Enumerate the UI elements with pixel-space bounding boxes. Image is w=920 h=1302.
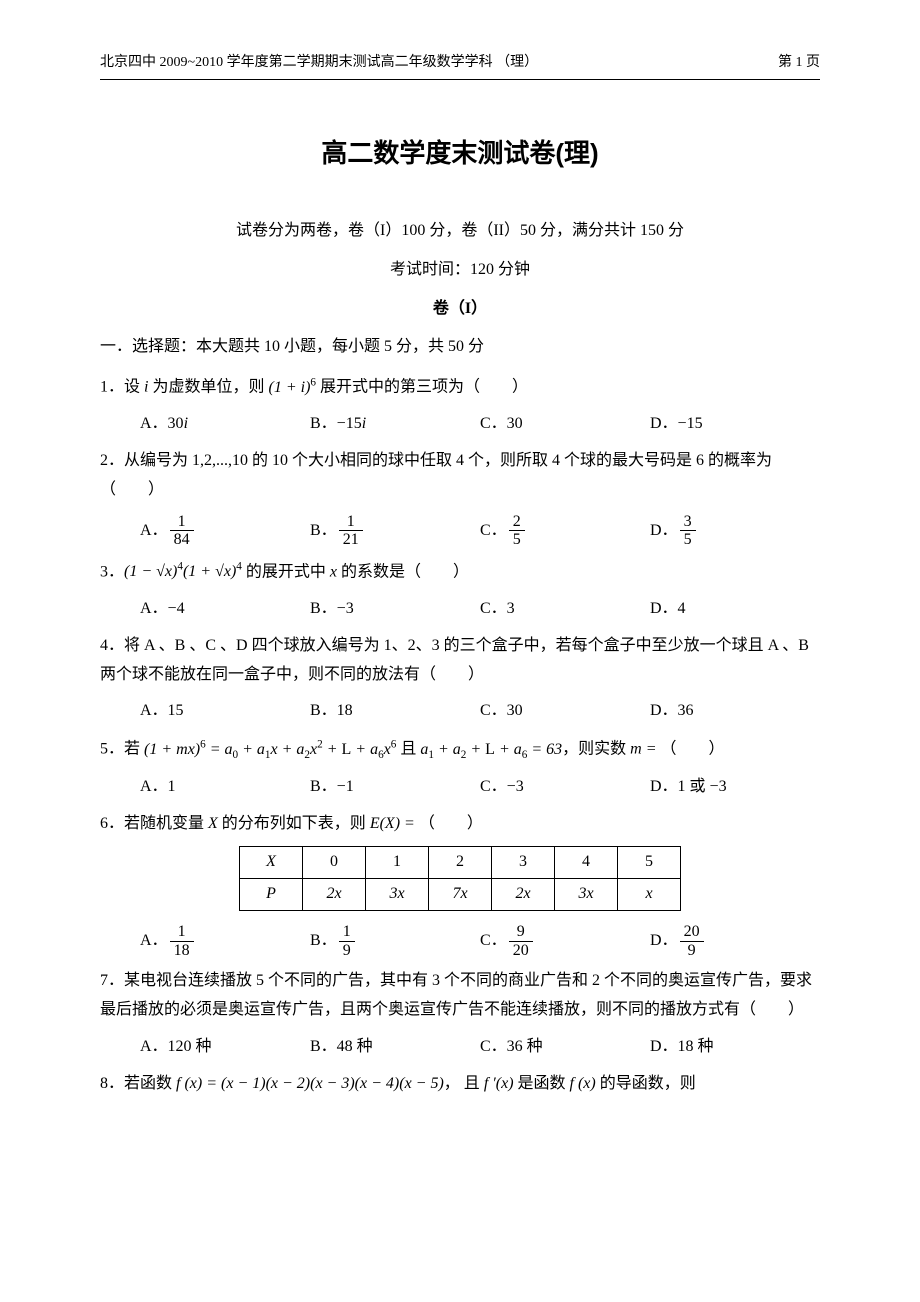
q4-opt-b: B．18 xyxy=(310,697,480,726)
q5-text-mid: 且 xyxy=(396,741,420,758)
q1-text-before: 1．设 xyxy=(100,379,144,396)
q1-text-after: 展开式中的第三项为（ ） xyxy=(316,379,528,396)
q7-opt-b: B．48 种 xyxy=(310,1033,480,1062)
q2-opt-a: A．184 xyxy=(140,513,310,549)
q3-opt-d: D．4 xyxy=(650,595,820,624)
section-1-heading: 一．选择题：本大题共 10 小题，每小题 5 分，共 50 分 xyxy=(100,333,820,362)
q5-expr2: a1 + a2 + L + a6 = 63 xyxy=(420,741,562,758)
question-7: 7．某电视台连续播放 5 个不同的广告，其中有 3 个不同的商业广告和 2 个不… xyxy=(100,967,820,1025)
q4-options: A．15 B．18 C．30 D．36 xyxy=(100,697,820,726)
q5-text-after: ，则实数 xyxy=(562,741,630,758)
paper-part-label: 卷（I） xyxy=(100,295,820,324)
q5-opt-d: D．1 或 −3 xyxy=(650,773,820,802)
q6-opt-c: C．920 xyxy=(480,923,650,959)
q4-opt-d: D．36 xyxy=(650,697,820,726)
q7-opt-c: C．36 种 xyxy=(480,1033,650,1062)
q4-opt-a: A．15 xyxy=(140,697,310,726)
q2-opt-b: B．121 xyxy=(310,513,480,549)
q6-text-before: 6．若随机变量 xyxy=(100,815,208,832)
q5-text-before: 5．若 xyxy=(100,741,144,758)
q6-table-row-x: X 0 1 2 3 4 5 xyxy=(240,847,681,879)
q5-opt-c: C．−3 xyxy=(480,773,650,802)
q7-options: A．120 种 B．48 种 C．36 种 D．18 种 xyxy=(100,1033,820,1062)
q3-opt-b: B．−3 xyxy=(310,595,480,624)
q1-options: A．30i B．−15i C．30 D．−15 xyxy=(100,410,820,439)
q1-opt-b: B．−15i xyxy=(310,410,480,439)
q7-opt-d: D．18 种 xyxy=(650,1033,820,1062)
q6-table: X 0 1 2 3 4 5 P 2x 3x 7x 2x 3x x xyxy=(239,846,681,911)
q2-options: A．184 B．121 C．25 D．35 xyxy=(100,513,820,549)
question-3: 3．(1 − √x)4(1 + √x)4 的展开式中 x 的系数是（ ） xyxy=(100,557,820,587)
q8-text-after: 是函数 xyxy=(514,1075,570,1092)
q1-opt-a: A．30i xyxy=(140,410,310,439)
exam-subtitle: 试卷分为两卷，卷（I）100 分，卷（II）50 分，满分共计 150 分 xyxy=(100,217,820,246)
q5-opt-a: A．1 xyxy=(140,773,310,802)
page-header: 北京四中 2009~2010 学年度第二学期期末测试高二年级数学学科 （理） 第… xyxy=(100,50,820,80)
q6-opt-d: D．209 xyxy=(650,923,820,959)
q6-options: A．118 B．19 C．920 D．209 xyxy=(100,923,820,959)
q8-fx: f (x) xyxy=(570,1075,596,1092)
question-4: 4．将 A 、B 、C 、D 四个球放入编号为 1、2、3 的三个盒子中，若每个… xyxy=(100,632,820,690)
q6-opt-a: A．118 xyxy=(140,923,310,959)
q8-text-before: 8．若函数 xyxy=(100,1075,176,1092)
q4-opt-c: C．30 xyxy=(480,697,650,726)
q3-text-after: 的展开式中 xyxy=(242,563,330,580)
q6-opt-b: B．19 xyxy=(310,923,480,959)
q5-text-end: （ ） xyxy=(661,741,725,758)
q3-opt-a: A．−4 xyxy=(140,595,310,624)
q1-expr: (1 + i)6 xyxy=(268,379,316,396)
header-right: 第 1 页 xyxy=(778,50,820,75)
q3-expr: (1 − √x)4(1 + √x)4 xyxy=(124,563,242,580)
question-6: 6．若随机变量 X 的分布列如下表，则 E(X) = （ ） xyxy=(100,810,820,839)
q1-opt-d: D．−15 xyxy=(650,410,820,439)
exam-time: 考试时间：120 分钟 xyxy=(100,256,820,285)
q3-options: A．−4 B．−3 C．3 D．4 xyxy=(100,595,820,624)
q8-text-mid: ， 且 xyxy=(444,1075,484,1092)
q6-text-after: 的分布列如下表，则 xyxy=(218,815,370,832)
exam-page: 北京四中 2009~2010 学年度第二学期期末测试高二年级数学学科 （理） 第… xyxy=(0,0,920,1166)
q5-opt-b: B．−1 xyxy=(310,773,480,802)
question-8: 8．若函数 f (x) = (x − 1)(x − 2)(x − 3)(x − … xyxy=(100,1070,820,1099)
q3-text-before: 3． xyxy=(100,563,124,580)
exam-title: 高二数学度末测试卷(理) xyxy=(100,130,820,177)
q8-expr1: f (x) = (x − 1)(x − 2)(x − 3)(x − 4)(x −… xyxy=(176,1075,444,1092)
q8-text-end: 的导函数，则 xyxy=(596,1075,696,1092)
q8-fprime: f ′(x) xyxy=(484,1075,514,1092)
question-2: 2．从编号为 1,2,...,10 的 10 个大小相同的球中任取 4 个，则所… xyxy=(100,447,820,505)
q2-opt-d: D．35 xyxy=(650,513,820,549)
header-left: 北京四中 2009~2010 学年度第二学期期末测试高二年级数学学科 （理） xyxy=(100,50,538,75)
q5-options: A．1 B．−1 C．−3 D．1 或 −3 xyxy=(100,773,820,802)
q6-table-row-p: P 2x 3x 7x 2x 3x x xyxy=(240,879,681,911)
q3-opt-c: C．3 xyxy=(480,595,650,624)
question-1: 1．设 i 为虚数单位，则 (1 + i)6 展开式中的第三项为（ ） xyxy=(100,372,820,402)
q1-text-mid: 为虚数单位，则 xyxy=(148,379,268,396)
q6-text-end: （ ） xyxy=(419,815,483,832)
q7-opt-a: A．120 种 xyxy=(140,1033,310,1062)
q5-expr1: (1 + mx)6 = a0 + a1x + a2x2 + L + a6x6 xyxy=(144,741,396,758)
question-5: 5．若 (1 + mx)6 = a0 + a1x + a2x2 + L + a6… xyxy=(100,734,820,765)
q2-opt-c: C．25 xyxy=(480,513,650,549)
q1-opt-c: C．30 xyxy=(480,410,650,439)
q3-text-end: 的系数是（ ） xyxy=(337,563,469,580)
